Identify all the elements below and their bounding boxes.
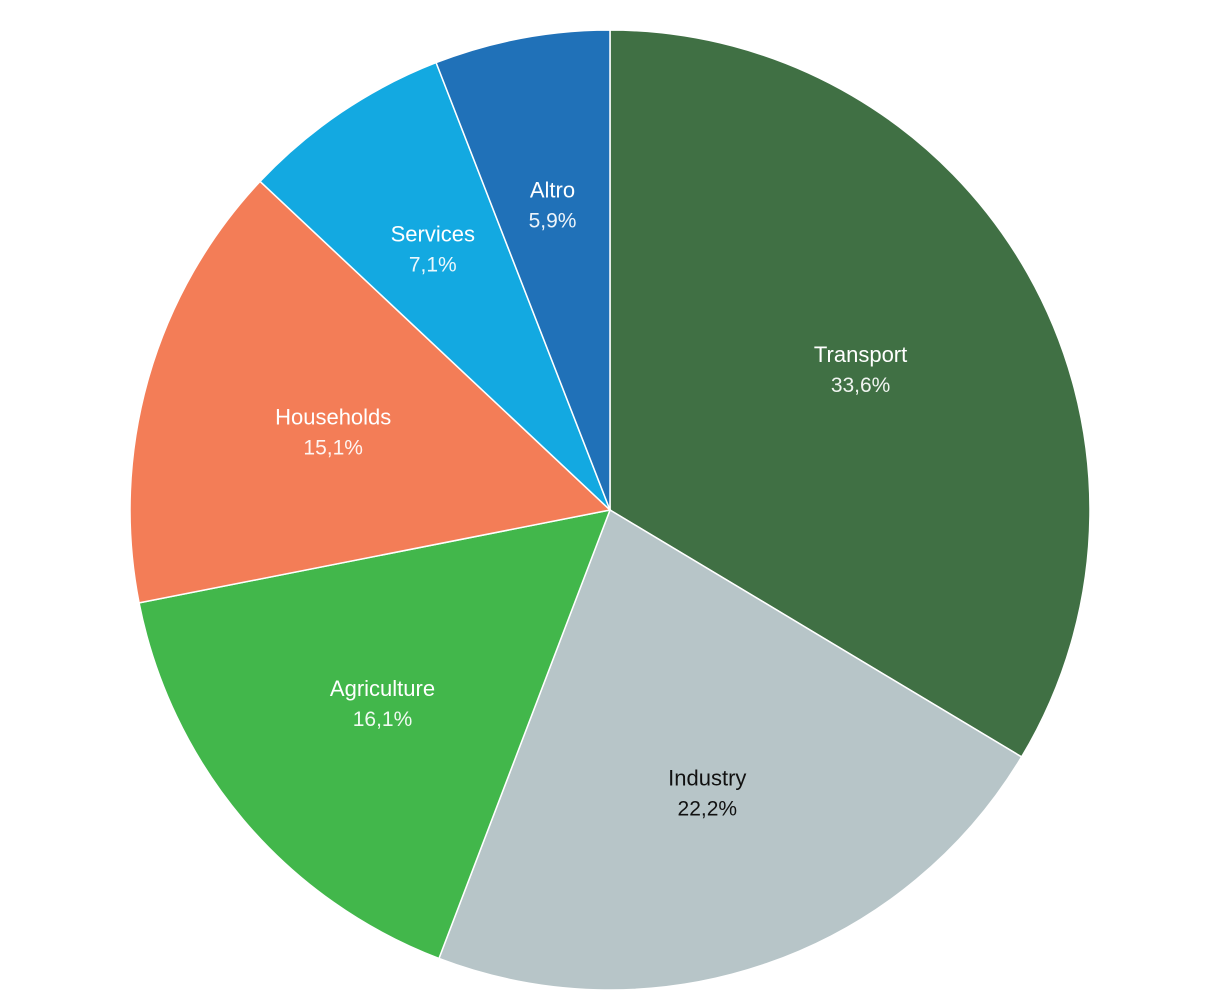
slice-label-agriculture: Agriculture xyxy=(330,676,435,701)
slice-value-agriculture: 16,1% xyxy=(353,708,413,731)
pie-slice-altro xyxy=(435,29,611,511)
slice-value-industry: 22,2% xyxy=(678,797,738,820)
pie-slice-households xyxy=(129,180,612,604)
slice-value-households: 15,1% xyxy=(303,437,363,460)
labels-layer: Transport 33,6% Industry 22,2% Agriculture 16… xyxy=(275,177,907,820)
pie-slice-services xyxy=(259,61,611,511)
pie-slice-agriculture xyxy=(138,509,612,960)
slice-label-households: Households xyxy=(275,405,391,430)
pie-slice-transport xyxy=(609,29,1091,758)
slice-label-industry: Industry xyxy=(668,765,746,790)
slice-value-services: 7,1% xyxy=(409,253,457,276)
slice-label-services: Services xyxy=(391,221,475,246)
slice-value-transport: 33,6% xyxy=(831,374,891,397)
slice-label-transport: Transport xyxy=(814,342,907,367)
slice-value-altro: 5,9% xyxy=(529,209,577,232)
pie-slice-industry xyxy=(437,508,1023,991)
slices-layer xyxy=(129,29,1091,991)
slice-label-altro: Altro xyxy=(530,177,575,202)
